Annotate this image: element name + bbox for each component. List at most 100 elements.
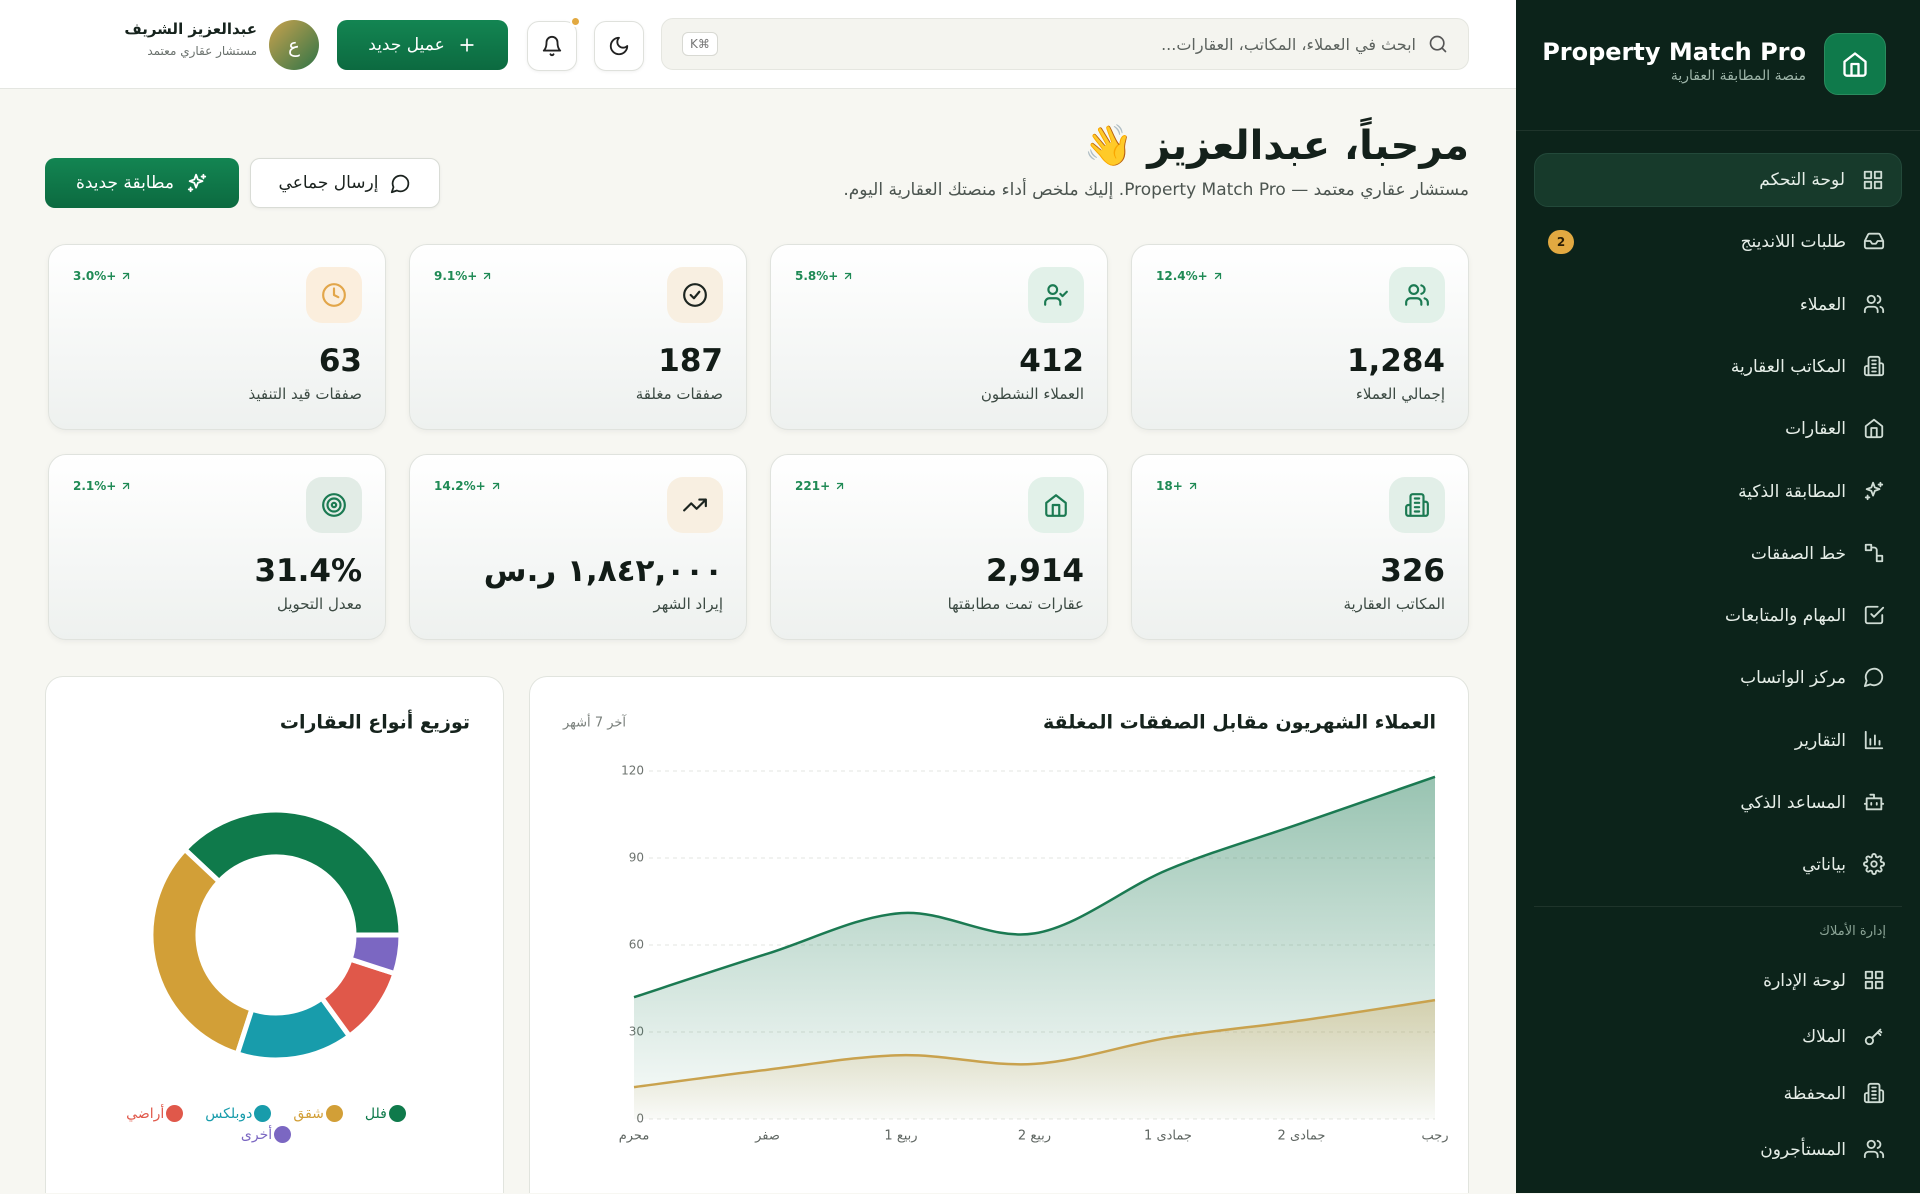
icon-shape (1864, 605, 1885, 625)
broadcast-button[interactable]: إرسال جماعي (250, 158, 440, 208)
stat-icon (1389, 477, 1445, 533)
x-tick-label: ربيع 1 (884, 1129, 917, 1144)
new-client-button[interactable]: عميل جديد (337, 20, 508, 70)
chart-subtitle: آخر 7 أشهر (562, 714, 627, 731)
topbar: ابحث في العملاء، المكاتب، العقارات... ⌘K ع… (0, 0, 1516, 89)
icon-shape (123, 272, 130, 280)
search-placeholder: ابحث في العملاء، المكاتب، العقارات... (1161, 34, 1416, 54)
stat-value: 326 (1380, 553, 1445, 589)
icon-button[interactable] (594, 21, 644, 71)
stat-card: +12.4% 1,284 إجمالي العملاء (1131, 244, 1469, 430)
legend-item[interactable]: دوبلكس (205, 1105, 272, 1122)
legend-item[interactable]: أخرى (240, 1126, 292, 1143)
icon-shape (1429, 35, 1447, 53)
nav-item[interactable]: مركز الواتساب (1534, 651, 1902, 705)
nav-item[interactable]: العقارات (1534, 402, 1902, 456)
user-name: عبدالعزيز الشريف (124, 20, 257, 38)
stat-icon (306, 267, 362, 323)
icon-shape (542, 36, 562, 57)
legend-label: فلل (364, 1105, 387, 1122)
icon (1405, 493, 1429, 517)
search-box[interactable]: ابحث في العملاء، المكاتب، العقارات... ⌘K (661, 18, 1469, 70)
stat-icon (306, 477, 362, 533)
nav-item[interactable]: بياناتي (1534, 838, 1902, 892)
x-tick-label: رجب (1421, 1129, 1448, 1144)
icon (1863, 294, 1885, 313)
donut-segment (181, 807, 404, 938)
stat-value: 63 (318, 343, 362, 379)
icon (123, 482, 130, 490)
nav-item[interactable]: الملاك (1534, 1010, 1902, 1064)
icon (1864, 970, 1884, 990)
stat-label: العملاء النشطون (980, 385, 1084, 403)
stat-value: ١,٨٤٢,٠٠٠ ر.س (483, 553, 723, 589)
stat-label: معدل التحويل (276, 595, 362, 613)
stat-label: إيراد الشهر (653, 595, 723, 613)
legend: فلل شقق دوبلكس أراضي أخرى (116, 1105, 416, 1143)
icon-shape (1863, 853, 1885, 876)
stat-card: +14.2% ١,٨٤٢,٠٠٠ ر.س إيراد الشهر (409, 454, 747, 640)
icon (1214, 272, 1221, 280)
nav-label: المستأجرون (1760, 1139, 1846, 1160)
nav-item[interactable]: التقارير (1534, 714, 1902, 768)
icon-shape (1864, 730, 1884, 749)
stat-value: 2,914 (985, 553, 1084, 589)
nav-item[interactable]: المحفظة (1534, 1067, 1902, 1121)
icon (1863, 233, 1885, 250)
nav-label: العقارات (1785, 419, 1846, 440)
stat-change-text: +18 (1156, 479, 1183, 493)
icon (845, 272, 852, 280)
nav-item[interactable]: المكاتب العقارية (1534, 340, 1902, 394)
nav-item[interactable]: المهام والمتابعات (1534, 589, 1902, 643)
nav-label: طلبات اللاندينج (1740, 232, 1846, 253)
stat-card: +9.1% 187 صفقات مغلقة (409, 244, 747, 430)
y-tick-label: 120 (621, 764, 644, 778)
area-chart: العملاء الشهريون مقابل الصفقات المغلقة آخ… (562, 712, 1449, 1144)
icon (683, 498, 707, 512)
nav-item[interactable]: خط الصفقات (1534, 527, 1902, 581)
icon (492, 482, 499, 490)
x-tick-label: ربيع 2 (1018, 1129, 1051, 1144)
stat-value: 187 (658, 343, 723, 379)
icon-shape (845, 272, 852, 280)
stat-value: 412 (1019, 343, 1084, 379)
legend-label: أخرى (240, 1126, 273, 1143)
new-match-button[interactable]: مطابقة جديدة (45, 158, 239, 208)
stat-label: صفقات قيد التنفيذ (248, 385, 363, 403)
icon (1864, 730, 1884, 749)
nav-item[interactable]: لوحة التحكم (1534, 153, 1902, 207)
nav-label: المكاتب العقارية (1730, 356, 1846, 377)
icon-shape (683, 498, 707, 512)
nav-item[interactable]: المساعد الذكي (1534, 776, 1902, 830)
stat-icon (1389, 267, 1445, 323)
icon-shape (1864, 543, 1884, 562)
nav-label: المساعد الذكي (1740, 793, 1846, 813)
icon (1864, 1028, 1883, 1046)
legend-item[interactable]: شقق (293, 1105, 343, 1122)
icon-shape (609, 36, 629, 56)
nav-label: مركز الواتساب (1740, 668, 1846, 689)
icon (484, 272, 491, 280)
nav-label: بياناتي (1802, 855, 1846, 876)
nav-item[interactable]: المستأجرون (1534, 1123, 1902, 1177)
stat-change: +9.1% (434, 269, 493, 283)
legend-item[interactable]: فلل (365, 1105, 406, 1122)
nav-item[interactable]: لوحة الإدارة (1534, 954, 1902, 1008)
icon-button[interactable] (527, 16, 581, 71)
icon (1044, 284, 1068, 306)
legend-label: دوبلكس (205, 1105, 253, 1122)
icon-shape (1863, 1139, 1885, 1159)
icon-shape (460, 38, 474, 52)
stat-card: +5.8% 412 العملاء النشطون (770, 244, 1108, 430)
nav-item[interactable]: طلبات اللاندينج 2 (1534, 215, 1902, 269)
nav-item[interactable]: العملاء (1534, 278, 1902, 332)
legend-swatch (325, 1105, 343, 1122)
brand-logo (1824, 33, 1886, 95)
legend-swatch (166, 1105, 184, 1122)
legend-item[interactable]: أراضي (126, 1105, 184, 1122)
stat-change-text: +12.4% (1156, 269, 1208, 283)
nav-item[interactable]: المطابقة الذكية (1534, 465, 1902, 519)
icon (322, 493, 346, 517)
stat-value: 31.4% (254, 553, 362, 589)
icon-shape (1863, 170, 1883, 190)
